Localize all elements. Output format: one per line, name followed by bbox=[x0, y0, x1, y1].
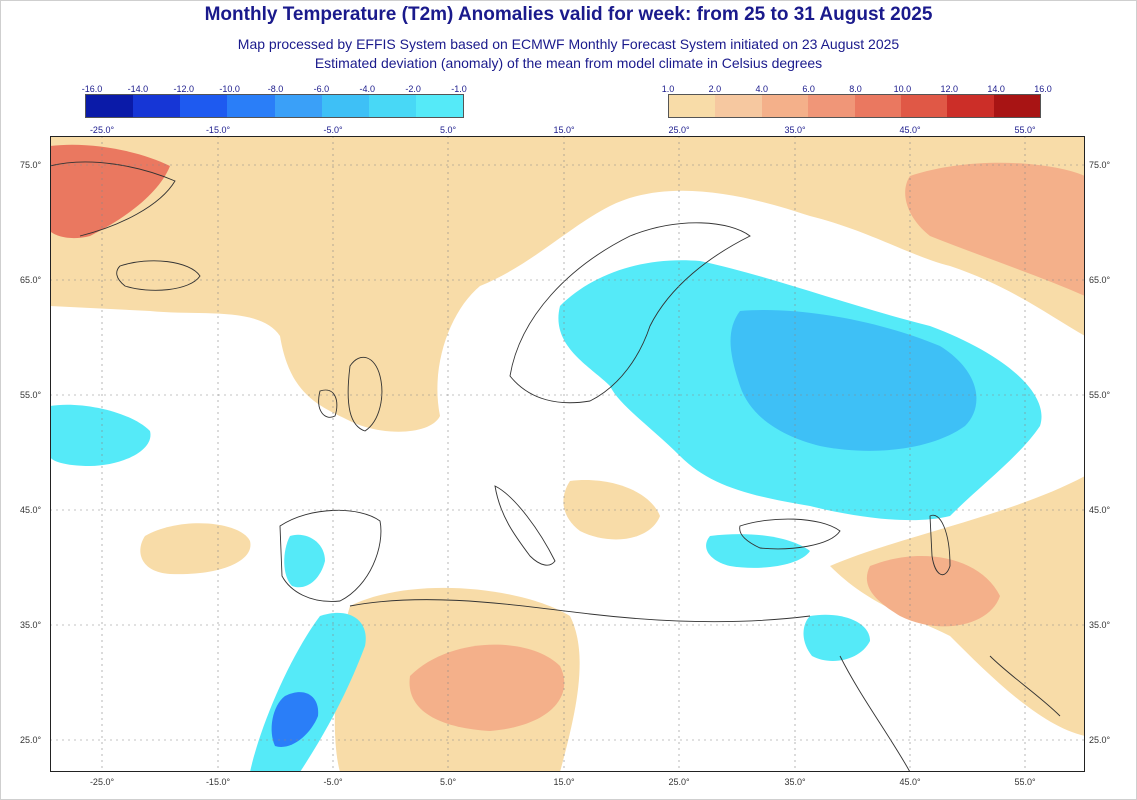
coastline-iberia bbox=[279, 509, 382, 602]
anomaly-map bbox=[50, 136, 1085, 772]
left-lat-label: 75.0° bbox=[20, 160, 42, 170]
warm-colorbar-swatch bbox=[808, 95, 855, 117]
top-lon-label: -15.0° bbox=[205, 125, 231, 135]
cold-colorbar-swatch bbox=[180, 95, 228, 117]
warm-anomaly-levant bbox=[866, 556, 1000, 627]
warm-colorbar-label: 4.0 bbox=[755, 84, 769, 94]
cold-colorbar-label: -14.0 bbox=[127, 84, 149, 94]
bottom-lon-label: 5.0° bbox=[439, 777, 457, 787]
cold-colorbar-label: -4.0 bbox=[359, 84, 376, 94]
warm-colorbar-swatch bbox=[900, 95, 948, 117]
coastlines bbox=[50, 161, 1061, 772]
coastline-italy bbox=[494, 485, 556, 566]
warm-colorbar-label: 16.0 bbox=[1034, 84, 1052, 94]
warm-colorbar-swatch bbox=[669, 95, 716, 117]
left-lat-label: 55.0° bbox=[20, 390, 42, 400]
coastline-black-sea bbox=[739, 518, 841, 550]
bottom-lon-label: -5.0° bbox=[323, 777, 343, 787]
warm-anomaly-colorbar bbox=[668, 94, 1041, 118]
coastline-caspian bbox=[929, 514, 951, 576]
cold-anomaly-nile bbox=[803, 614, 870, 661]
coastline-red-sea bbox=[839, 655, 911, 772]
left-lat-label: 45.0° bbox=[20, 505, 42, 515]
left-lat-label: 35.0° bbox=[20, 620, 42, 630]
cold-colorbar-swatch bbox=[415, 95, 463, 117]
cold-colorbar-label: -12.0 bbox=[173, 84, 195, 94]
warm-colorbar-label: 8.0 bbox=[849, 84, 862, 94]
top-lon-label: 35.0° bbox=[784, 125, 806, 135]
warm-colorbar-swatch bbox=[993, 95, 1040, 117]
warm-colorbar-label: 1.0 bbox=[661, 84, 675, 94]
coastline-mediterranean-south bbox=[349, 599, 811, 623]
map-subtitle-units: Estimated deviation (anomaly) of the mea… bbox=[314, 55, 823, 71]
cold-colorbar-label: -16.0 bbox=[81, 84, 103, 94]
cold-colorbar-label: -2.0 bbox=[405, 84, 421, 94]
cold-colorbar-swatch bbox=[321, 95, 369, 117]
top-lon-label: -5.0° bbox=[323, 125, 343, 135]
top-lon-label: 45.0° bbox=[899, 125, 921, 135]
bottom-lon-label: 15.0° bbox=[553, 777, 575, 787]
warm-colorbar-label: 14.0 bbox=[987, 84, 1005, 94]
map-subtitle-source: Map processed by EFFIS System based on E… bbox=[237, 36, 900, 52]
cold-anomaly-morocco-deep bbox=[271, 692, 319, 747]
cold-anomaly-turkey bbox=[706, 534, 810, 568]
bottom-lon-label: -25.0° bbox=[89, 777, 115, 787]
warm-colorbar-label: 6.0 bbox=[802, 84, 815, 94]
cold-anomaly-atlantic-west bbox=[50, 404, 151, 466]
map-border bbox=[50, 136, 1085, 772]
right-lat-label: 25.0° bbox=[1089, 735, 1111, 745]
cold-anomaly-iberia bbox=[284, 534, 325, 588]
cold-colorbar-label: -10.0 bbox=[219, 84, 240, 94]
left-lat-label: 25.0° bbox=[20, 735, 42, 745]
warm-anomaly-sahara-core bbox=[409, 644, 565, 731]
right-lat-label: 55.0° bbox=[1089, 390, 1111, 400]
coastline-britain bbox=[347, 356, 383, 432]
coastline-gulf bbox=[989, 655, 1061, 717]
cold-colorbar-label: -6.0 bbox=[313, 84, 330, 94]
map-title: Monthly Temperature (T2m) Anomalies vali… bbox=[204, 4, 933, 25]
cold-colorbar-swatch bbox=[368, 95, 416, 117]
right-lat-label: 45.0° bbox=[1089, 505, 1111, 515]
cold-colorbar-swatch bbox=[274, 95, 322, 117]
warm-colorbar-label: 10.0 bbox=[893, 84, 912, 94]
warm-colorbar-swatch bbox=[947, 95, 994, 117]
warm-anomaly-east-coast bbox=[905, 162, 1085, 296]
cold-anomaly-russia-core bbox=[730, 310, 977, 451]
coastline-ireland bbox=[318, 389, 338, 418]
right-lat-label: 65.0° bbox=[1089, 275, 1111, 285]
warm-colorbar-label: 2.0 bbox=[708, 84, 722, 94]
bottom-lon-label: 35.0° bbox=[784, 777, 806, 787]
left-lat-label: 65.0° bbox=[20, 275, 42, 285]
warm-colorbar-swatch bbox=[761, 95, 809, 117]
bottom-lon-label: -15.0° bbox=[205, 777, 231, 787]
warm-colorbar-label: 12.0 bbox=[940, 84, 959, 94]
coastline-iceland bbox=[116, 260, 201, 291]
top-lon-label: 15.0° bbox=[553, 125, 575, 135]
right-lat-label: 75.0° bbox=[1089, 160, 1111, 170]
warm-colorbar-swatch bbox=[715, 95, 762, 117]
top-lon-label: 5.0° bbox=[439, 125, 457, 135]
cold-colorbar-swatch bbox=[227, 95, 275, 117]
coastline-greenland bbox=[50, 161, 176, 237]
warm-anomaly-greenland bbox=[50, 144, 170, 239]
cold-colorbar-swatch bbox=[133, 95, 181, 117]
warm-colorbar-swatch bbox=[854, 95, 901, 117]
warm-anomaly-north-atlantic bbox=[50, 136, 1085, 432]
bottom-lon-label: 55.0° bbox=[1014, 777, 1036, 787]
top-lon-label: -25.0° bbox=[89, 125, 115, 135]
cold-colorbar-label: -1.0 bbox=[451, 84, 467, 94]
coastline-scandinavia bbox=[509, 222, 751, 404]
top-lon-label: 55.0° bbox=[1014, 125, 1036, 135]
graticule bbox=[50, 136, 1085, 772]
cold-colorbar-label: -8.0 bbox=[267, 84, 284, 94]
warm-anomaly-azores bbox=[140, 523, 251, 575]
bottom-lon-label: 45.0° bbox=[899, 777, 921, 787]
cold-colorbar-swatch bbox=[86, 95, 134, 117]
warm-anomaly-balkans bbox=[563, 480, 660, 540]
cold-anomaly-colorbar bbox=[85, 94, 464, 118]
bottom-lon-label: 25.0° bbox=[668, 777, 690, 787]
top-lon-label: 25.0° bbox=[668, 125, 690, 135]
right-lat-label: 35.0° bbox=[1089, 620, 1111, 630]
